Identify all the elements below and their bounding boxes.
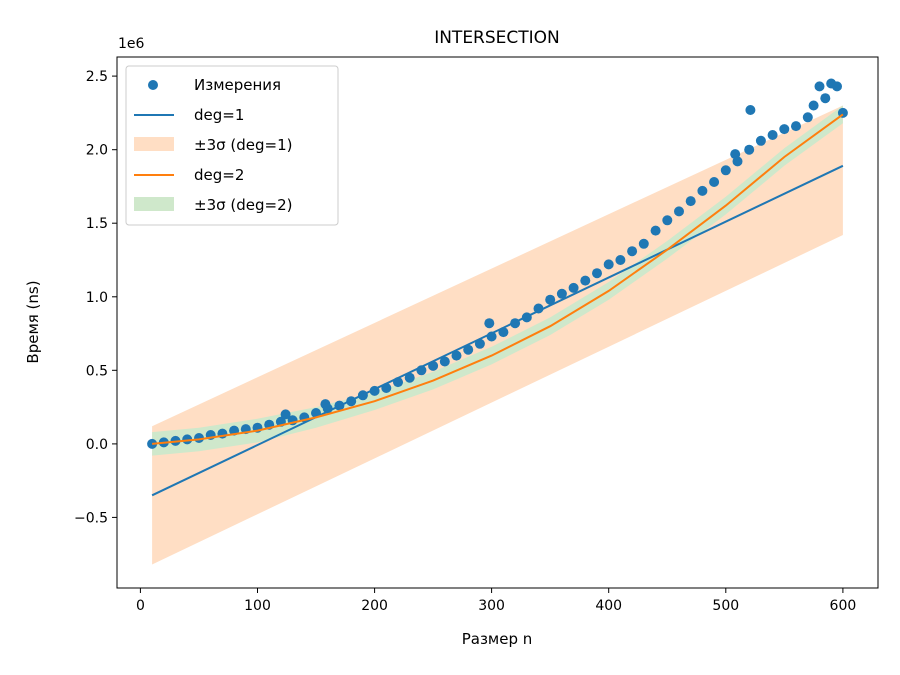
y-tick-label: 2.0 <box>86 143 108 159</box>
y-tick-label: 0.0 <box>86 437 108 453</box>
data-point <box>820 93 831 104</box>
y-tick-label: 2.5 <box>86 69 108 85</box>
data-point <box>404 372 415 383</box>
x-tick-label: 500 <box>712 598 739 614</box>
legend-label-deg1: deg=1 <box>194 106 244 124</box>
data-point <box>533 303 544 314</box>
y-offset-label: 1e6 <box>118 36 145 52</box>
x-tick-label: 100 <box>244 598 271 614</box>
y-tick-label: 1.5 <box>86 216 108 232</box>
data-point <box>615 255 626 265</box>
data-point <box>182 434 193 445</box>
data-point <box>779 124 790 135</box>
x-tick-label: 200 <box>361 598 388 614</box>
line-deg2 <box>152 113 844 445</box>
legend-label-deg2: deg=2 <box>194 166 244 184</box>
measurement-points <box>147 78 848 449</box>
data-point <box>791 121 801 132</box>
data-point <box>556 288 567 299</box>
legend-marker-measurements <box>148 80 158 90</box>
data-point <box>685 196 696 207</box>
legend-label-band-deg1: ±3σ (deg=1) <box>194 136 292 154</box>
y-tick-label: 0.5 <box>86 363 108 379</box>
data-point <box>280 409 291 420</box>
x-axis-label: Размер n <box>462 630 533 648</box>
data-point <box>732 156 743 167</box>
legend-marker-band-deg1 <box>134 137 174 151</box>
data-point <box>674 206 684 217</box>
data-point <box>474 338 485 349</box>
data-point <box>650 225 661 236</box>
fit-lines <box>151 113 844 497</box>
data-point <box>709 177 720 187</box>
chart-title: INTERSECTION <box>434 28 560 48</box>
y-axis: −0.5 0.0 0.5 1.0 1.5 2.0 2.5 <box>74 69 117 526</box>
data-point <box>580 275 591 286</box>
data-point <box>439 356 450 367</box>
data-point <box>802 112 813 123</box>
y-tick-label: −0.5 <box>74 510 108 526</box>
x-tick-label: 600 <box>830 598 857 614</box>
data-point <box>755 135 766 146</box>
data-point <box>451 350 462 361</box>
data-point <box>662 215 673 226</box>
x-axis: 0 100 200 300 400 500 600 <box>136 588 856 614</box>
data-point <box>767 130 778 140</box>
data-point <box>638 238 649 249</box>
data-point <box>720 165 731 176</box>
legend-label-measurements: Измерения <box>194 76 281 94</box>
x-tick-label: 400 <box>595 598 622 614</box>
y-tick-label: 1.0 <box>86 290 108 306</box>
data-point <box>814 81 825 92</box>
data-point <box>463 344 474 355</box>
data-point <box>484 318 495 329</box>
data-point <box>744 144 755 155</box>
x-tick-label: 0 <box>136 598 145 614</box>
data-point <box>592 268 602 279</box>
legend-marker-band-deg2 <box>134 197 174 211</box>
x-tick-label: 300 <box>478 598 505 614</box>
y-axis-label: Время (ns) <box>24 280 42 363</box>
data-point <box>568 282 579 293</box>
legend-frame <box>125 65 339 226</box>
data-point <box>603 259 614 270</box>
data-point <box>545 294 556 305</box>
legend-label-band-deg2: ±3σ (deg=2) <box>194 196 292 214</box>
data-point <box>697 185 708 196</box>
data-point <box>832 81 842 92</box>
plot-frame <box>116 56 879 589</box>
line-deg1 <box>151 164 844 497</box>
data-point <box>745 105 756 115</box>
data-point <box>627 246 638 257</box>
legend: Измерения deg=1 ±3σ (deg=1) deg=2 ±3σ (d… <box>125 65 339 226</box>
data-point <box>808 100 819 111</box>
